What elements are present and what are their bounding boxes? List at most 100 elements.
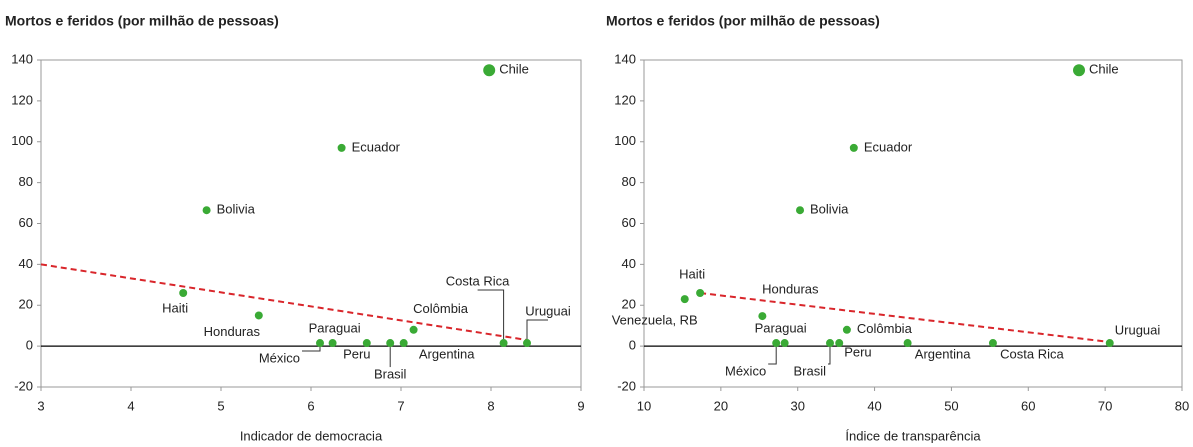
x-tick-label: 3 — [37, 398, 44, 413]
point — [903, 339, 912, 348]
x-tick-label: 80 — [1175, 398, 1189, 413]
point — [772, 339, 781, 348]
x-tick-label: 7 — [397, 398, 404, 413]
y-tick-label: 40 — [19, 256, 33, 271]
point — [399, 339, 408, 348]
point — [362, 339, 371, 348]
x-tick-label: 6 — [307, 398, 314, 413]
point — [842, 325, 851, 334]
point-label: Ecuador — [352, 139, 401, 154]
point-label: Ecuador — [864, 139, 913, 154]
y-tick-label: 40 — [622, 256, 636, 271]
x-tick-label: 60 — [1021, 398, 1035, 413]
y-tick-label: 0 — [629, 338, 636, 353]
y-tick-label: 100 — [11, 133, 33, 148]
y-tick-label: 80 — [622, 174, 636, 189]
point-label: Colômbia — [413, 301, 469, 316]
leader-line — [768, 347, 777, 365]
y-tick-label: 20 — [622, 297, 636, 312]
plot-frame — [40, 59, 582, 388]
leader-line — [827, 347, 831, 365]
point — [202, 206, 211, 215]
point-label: Argentina — [419, 346, 475, 361]
point-label: Brasil — [374, 366, 407, 381]
point-label: Uruguai — [525, 303, 571, 318]
point-label: Argentina — [915, 346, 971, 361]
point-label: Peru — [844, 344, 871, 359]
y-tick-label: -20 — [617, 378, 636, 393]
point — [386, 339, 395, 348]
point-label: México — [259, 350, 300, 365]
y-tick-label: 60 — [622, 215, 636, 230]
point — [483, 64, 496, 77]
point-label: Chile — [499, 62, 529, 77]
point-label: Haiti — [162, 300, 188, 315]
y-tick-label: 0 — [26, 338, 33, 353]
point — [316, 339, 324, 348]
point — [254, 311, 263, 320]
x-tick-label: 20 — [714, 398, 728, 413]
point — [696, 288, 705, 297]
point — [796, 206, 805, 215]
point-label: Paraguai — [309, 320, 361, 335]
x-axis-label: Índice de transparência — [845, 428, 981, 443]
point-label: Chile — [1089, 62, 1119, 77]
x-tick-label: 70 — [1098, 398, 1112, 413]
x-tick-label: 8 — [487, 398, 494, 413]
point-label: Colômbia — [857, 321, 913, 336]
chart-title: Mortos e feridos (por milhão de pessoas) — [5, 13, 279, 29]
x-tick-label: 9 — [577, 398, 584, 413]
point — [409, 325, 418, 334]
y-tick-label: 20 — [19, 297, 33, 312]
leader-line — [526, 319, 548, 340]
trend-line — [40, 263, 528, 341]
point-label: Brasil — [793, 363, 826, 378]
point — [1073, 64, 1086, 77]
x-tick-label: 4 — [127, 398, 134, 413]
point — [1105, 339, 1114, 348]
point-label: Venezuela, RB — [612, 313, 698, 328]
trend-line — [699, 291, 1110, 344]
leader-line — [302, 347, 321, 352]
x-tick-label: 30 — [790, 398, 804, 413]
point-label: Costa Rica — [446, 273, 510, 288]
point — [780, 339, 789, 348]
point-label: México — [725, 363, 766, 378]
point-label: Haiti — [679, 266, 705, 281]
y-tick-label: 120 — [11, 92, 33, 107]
point-label: Costa Rica — [1000, 346, 1064, 361]
point-label: Uruguai — [1115, 322, 1161, 337]
point — [337, 143, 346, 152]
point-label: Honduras — [762, 282, 819, 297]
point — [328, 339, 337, 348]
point — [988, 339, 997, 348]
leader-line — [477, 289, 505, 340]
point — [179, 288, 188, 297]
point-label: Honduras — [204, 324, 261, 339]
y-tick-label: 140 — [614, 51, 636, 66]
point-label: Peru — [343, 346, 370, 361]
y-tick-label: 140 — [11, 51, 33, 66]
point-label: Bolivia — [217, 202, 256, 217]
point — [523, 339, 531, 348]
point — [825, 339, 834, 348]
point — [499, 339, 508, 348]
x-tick-label: 10 — [637, 398, 651, 413]
point-label: Bolivia — [810, 202, 849, 217]
point — [849, 143, 858, 152]
y-tick-label: 60 — [19, 215, 33, 230]
point — [835, 339, 844, 348]
x-tick-label: 40 — [867, 398, 881, 413]
plot-frame — [643, 59, 1183, 388]
chart-title: Mortos e feridos (por milhão de pessoas) — [606, 13, 880, 29]
y-tick-label: -20 — [14, 378, 33, 393]
x-tick-label: 5 — [217, 398, 224, 413]
point — [758, 312, 767, 321]
y-tick-label: 120 — [614, 92, 636, 107]
point — [680, 295, 689, 304]
x-tick-label: 50 — [944, 398, 958, 413]
y-tick-label: 80 — [19, 174, 33, 189]
point-label: Paraguai — [755, 320, 807, 335]
